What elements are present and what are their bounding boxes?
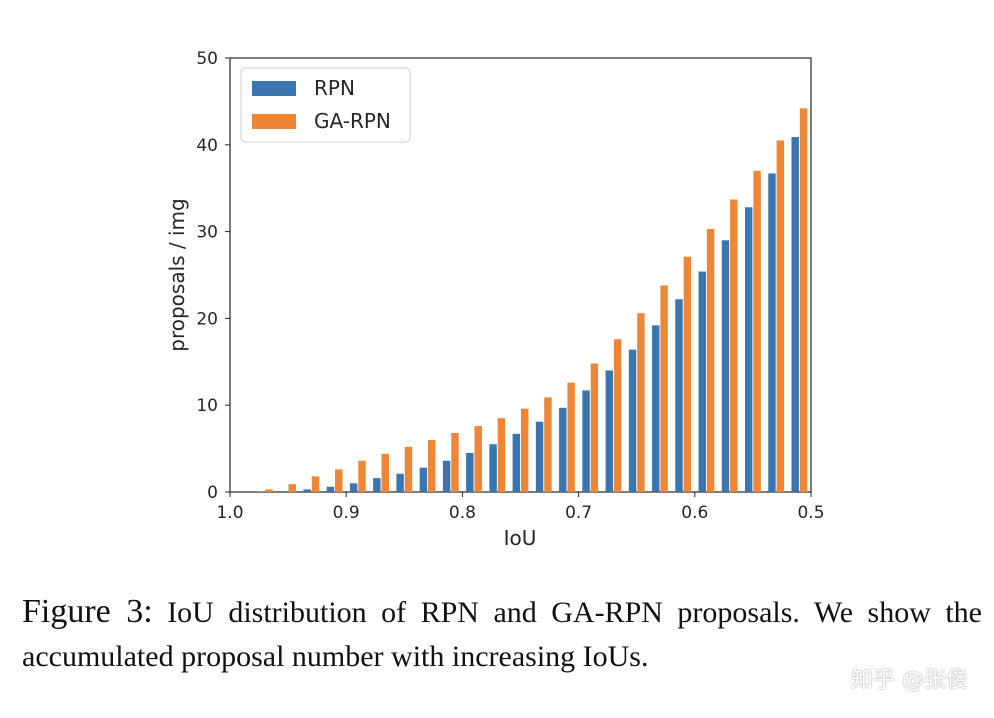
y-axis-ticks: 0 10 20 30 40 50 [196,49,230,503]
watermark: 知乎 @张俊 [851,668,968,693]
bar-rpn [675,299,683,492]
bar-rpn [745,207,753,493]
legend-swatch-rpn [252,81,296,96]
bar-ga-rpn [660,285,668,492]
y-tick-label: 50 [196,49,218,69]
y-tick-label: 20 [196,309,218,329]
x-axis-ticks: 1.0 0.9 0.8 0.7 0.6 0.5 [216,492,825,523]
bar-rpn [582,390,590,492]
figure-caption: Figure 3: IoU distribution of RPN and GA… [22,590,982,679]
y-axis-label: proposals / img [165,198,189,352]
bar-rpn [768,173,776,492]
x-tick-label: 0.9 [333,503,360,523]
bar-ga-rpn [497,418,506,492]
bars-group [256,108,808,493]
y-tick-label: 0 [207,483,218,503]
bar-ga-rpn [428,439,436,492]
bar-rpn [791,136,799,493]
x-axis-label: IoU [504,526,537,550]
bar-rpn [303,489,311,492]
bar-rpn [466,452,474,492]
bar-ga-rpn [335,469,343,492]
bar-ga-rpn [288,484,296,492]
bar-rpn [721,240,730,492]
y-tick-label: 30 [196,223,218,243]
bar-ga-rpn [567,382,575,492]
legend-label-rpn: RPN [314,76,355,100]
bar-ga-rpn [637,313,645,492]
bar-rpn [396,473,404,492]
bar-ga-rpn [753,170,761,492]
bar-ga-rpn [381,453,389,492]
x-tick-label: 0.6 [681,503,708,523]
bar-ga-rpn [311,476,320,492]
bar-ga-rpn [706,229,715,492]
bar-chart: 1.0 0.9 0.8 0.7 0.6 0.5 0 10 20 30 40 50 IoU propo… [165,49,825,550]
bar-ga-rpn [590,363,599,492]
bar-rpn [512,433,521,492]
figure-label: Figure 3: [22,593,153,630]
bar-rpn [628,349,637,492]
bar-rpn [442,460,451,492]
bar-ga-rpn [544,397,552,492]
bar-ga-rpn [776,140,785,492]
bar-rpn [280,491,288,492]
y-tick-label: 40 [196,136,218,156]
bar-ga-rpn [451,432,459,492]
bar-rpn [652,325,660,492]
y-tick-label: 10 [196,396,218,416]
x-tick-label: 0.7 [565,503,592,523]
bar-ga-rpn [404,446,413,492]
bar-rpn [419,467,428,492]
bar-ga-rpn [358,460,366,492]
bar-rpn [326,486,335,492]
x-tick-label: 0.8 [449,503,476,523]
bar-ga-rpn [799,108,808,492]
bar-rpn [605,370,613,492]
bar-rpn [698,271,706,492]
bar-ga-rpn [265,489,273,492]
bar-ga-rpn [520,408,529,492]
bar-rpn [489,444,497,492]
bar-rpn [349,483,358,492]
bar-ga-rpn [613,339,622,492]
bar-ga-rpn [474,426,482,492]
bar-ga-rpn [683,256,692,492]
legend: RPN GA-RPN [240,67,411,143]
x-tick-label: 0.5 [797,503,824,523]
bar-rpn [559,407,567,492]
legend-swatch-ga-rpn [252,114,296,129]
bar-rpn [535,421,544,492]
bar-rpn [373,478,381,492]
x-tick-label: 1.0 [216,503,243,523]
legend-label-ga-rpn: GA-RPN [314,109,391,133]
bar-ga-rpn [730,199,738,493]
caption-text: IoU distribution of RPN and GA-RPN propo… [22,596,983,673]
